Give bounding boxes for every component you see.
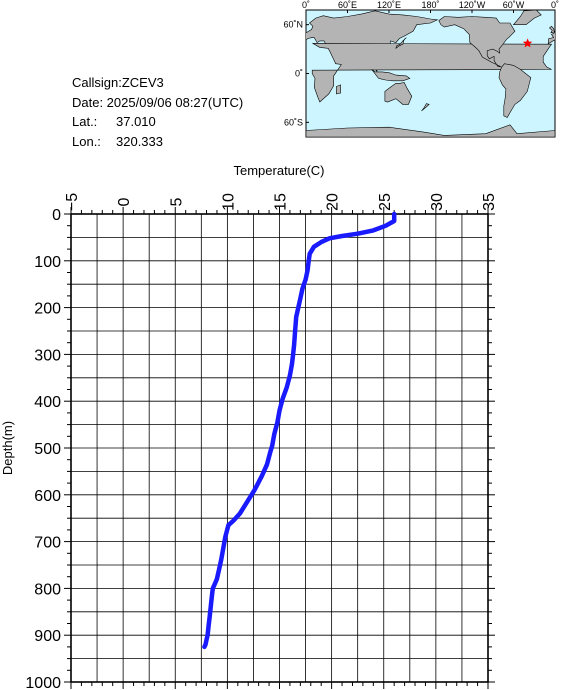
x-tick-label: 35 xyxy=(481,193,498,211)
map-tick-labels: 0˚ 60˚E 120˚E 180˚ 120˚W 60˚W 0˚ 60˚N 0˚ 60˚S xyxy=(283,0,559,127)
north-america-land xyxy=(438,16,516,68)
y-tick-label: 100 xyxy=(34,254,61,271)
new-zealand-land xyxy=(421,103,430,112)
profile-chart: −5 0 5 10 15 20 25 30 35 01002003004005006007008… xyxy=(0,163,498,690)
map-lon-label: 0˚ xyxy=(302,0,310,10)
y-tick-labels: 0 100 200 300 400 500 600 700 800 900 1000 xyxy=(25,207,61,690)
y-tick-label: 0 xyxy=(52,207,61,224)
callsign-text: Callsign:ZCEV3 xyxy=(72,75,164,90)
y-tick-label: 600 xyxy=(34,488,61,505)
map-lon-label: 120˚E xyxy=(377,0,401,10)
x-tick-label: 10 xyxy=(220,193,237,211)
britain-land xyxy=(549,25,555,34)
x-tick-label: 25 xyxy=(377,193,394,211)
y-tick-label: 500 xyxy=(34,441,61,458)
map-ticks xyxy=(305,10,556,123)
date-text: Date: 2025/09/06 08:27(UTC) xyxy=(72,95,243,110)
y-tick-label: 900 xyxy=(34,628,61,645)
temperature-profile-line xyxy=(202,211,397,650)
lat-label: Lat.: xyxy=(72,114,97,129)
x-tick-label: 20 xyxy=(325,193,342,211)
map-lat-label: 0˚ xyxy=(295,69,303,79)
x-tick-label: 30 xyxy=(429,193,446,211)
map-lat-label: 60˚S xyxy=(284,117,303,127)
map-lat-label: 60˚N xyxy=(283,20,303,30)
x-tick-label: 0 xyxy=(116,197,133,206)
x-axis-label: Temperature(C) xyxy=(233,163,324,178)
lon-label: Lon.: xyxy=(72,134,101,149)
map-lon-label: 0˚ xyxy=(551,0,559,10)
indonesia-land xyxy=(371,69,411,82)
y-tick-label: 300 xyxy=(34,347,61,364)
map-lon-label: 60˚E xyxy=(338,0,357,10)
x-tick-label: 5 xyxy=(168,197,185,206)
x-tick-label: −5 xyxy=(64,193,81,211)
madagascar-land xyxy=(336,84,341,95)
world-map: 0˚ 60˚E 120˚E 180˚ 120˚W 60˚W 0˚ 60˚N 0˚ 60˚S xyxy=(283,0,559,138)
antarctica-land xyxy=(306,124,555,137)
y-axis-label: Depth(m) xyxy=(0,421,15,475)
map-lon-label: 60˚W xyxy=(503,0,525,10)
y-tick-label: 700 xyxy=(34,535,61,552)
australia-land xyxy=(384,82,413,105)
map-lon-label: 120˚W xyxy=(459,0,486,10)
greenland-land xyxy=(512,10,542,26)
x-tick-label: 15 xyxy=(273,193,290,211)
y-tick-label: 1000 xyxy=(25,675,61,690)
lat-value: 37.010 xyxy=(116,114,156,129)
eurasia-land xyxy=(547,32,555,46)
y-tick-label: 800 xyxy=(34,581,61,598)
map-lon-label: 180˚ xyxy=(421,0,439,10)
star-icon xyxy=(522,38,533,48)
station-info: Callsign:ZCEV3 Date: 2025/09/06 08:27(UT… xyxy=(72,75,243,149)
x-tick-labels: −5 0 5 10 15 20 25 30 35 xyxy=(64,193,498,211)
japan-land xyxy=(395,37,407,50)
map-landmasses xyxy=(306,10,555,137)
south-america-land xyxy=(498,63,532,118)
y-tick-label: 200 xyxy=(34,301,61,318)
chart-grid xyxy=(71,214,488,682)
lon-value: 320.333 xyxy=(116,134,163,149)
y-tick-label: 400 xyxy=(34,394,61,411)
plot-frame xyxy=(70,213,489,683)
series-group xyxy=(202,211,397,650)
